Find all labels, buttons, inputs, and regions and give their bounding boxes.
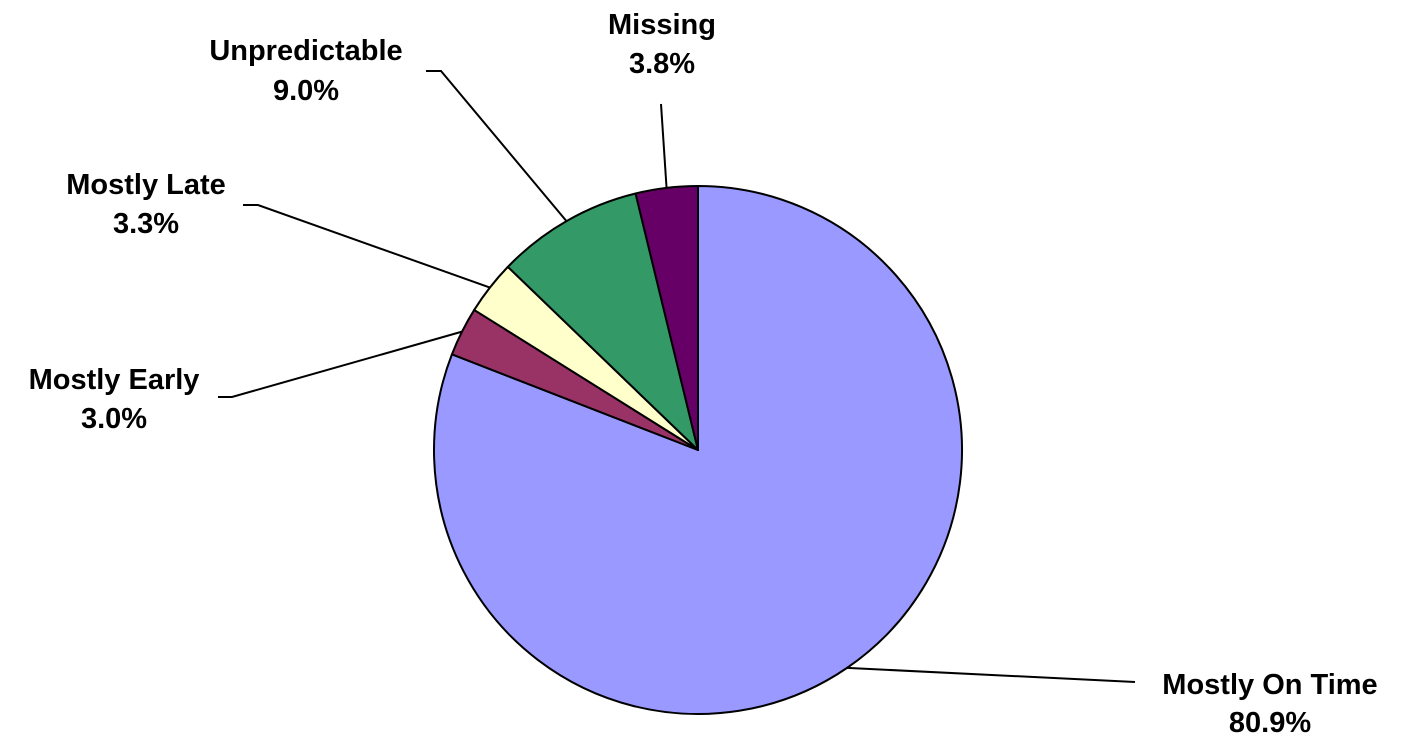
leader-line-unpredictable: [426, 70, 568, 222]
leader-line-mostly-late: [243, 204, 491, 289]
leader-line-mostly-early: [218, 330, 463, 398]
leader-line-mostly-on-time: [847, 666, 1136, 683]
slice-label-missing: Missing: [608, 9, 716, 41]
pie-slices: [433, 185, 963, 715]
slice-label-mostly-late: Mostly Late: [66, 169, 226, 201]
pie-slice-missing: [634, 185, 699, 451]
slice-value-missing: 3.8%: [629, 48, 695, 80]
slice-label-mostly-on-time: Mostly On Time: [1162, 669, 1377, 701]
slice-value-mostly-late: 3.3%: [113, 208, 179, 240]
leader-line-missing: [660, 103, 668, 188]
leader-lines: [218, 70, 1136, 683]
slice-value-mostly-early: 3.0%: [81, 403, 147, 435]
slice-labels: Mostly On Time 80.9% Mostly Early 3.0% M…: [29, 9, 1378, 739]
slice-label-unpredictable: Unpredictable: [209, 35, 402, 67]
slice-value-unpredictable: 9.0%: [273, 75, 339, 107]
slice-value-mostly-on-time: 80.9%: [1229, 707, 1311, 739]
slice-label-mostly-early: Mostly Early: [29, 364, 200, 396]
